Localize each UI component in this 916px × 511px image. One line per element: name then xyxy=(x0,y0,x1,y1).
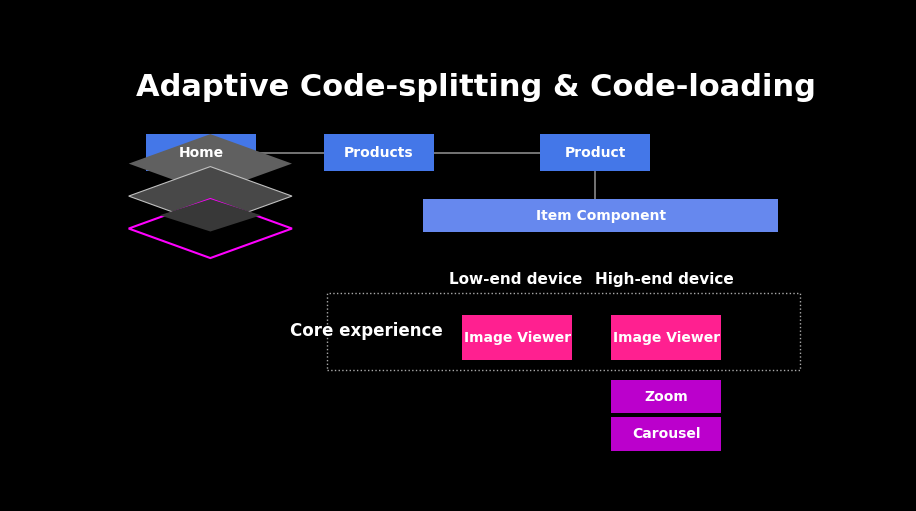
Text: Item Component: Item Component xyxy=(536,209,666,223)
Text: Adaptive Code-splitting & Code-loading: Adaptive Code-splitting & Code-loading xyxy=(136,73,815,102)
Text: Product: Product xyxy=(565,146,627,160)
Text: Image Viewer: Image Viewer xyxy=(613,331,720,345)
Text: Low-end device: Low-end device xyxy=(449,272,583,287)
FancyBboxPatch shape xyxy=(324,134,434,172)
FancyBboxPatch shape xyxy=(463,315,572,360)
Polygon shape xyxy=(128,134,292,193)
Text: Core experience: Core experience xyxy=(290,322,443,340)
Polygon shape xyxy=(128,167,292,225)
FancyBboxPatch shape xyxy=(147,134,256,172)
FancyBboxPatch shape xyxy=(540,134,650,172)
Text: Carousel: Carousel xyxy=(632,427,701,441)
Text: Zoom: Zoom xyxy=(645,390,688,404)
Polygon shape xyxy=(159,199,261,231)
FancyBboxPatch shape xyxy=(611,417,722,451)
FancyBboxPatch shape xyxy=(611,315,722,360)
Text: Home: Home xyxy=(179,146,224,160)
Polygon shape xyxy=(128,199,292,258)
Text: High-end device: High-end device xyxy=(595,272,734,287)
Text: Products: Products xyxy=(344,146,414,160)
Text: Image Viewer: Image Viewer xyxy=(463,331,571,345)
FancyBboxPatch shape xyxy=(611,380,722,413)
FancyBboxPatch shape xyxy=(423,199,779,233)
